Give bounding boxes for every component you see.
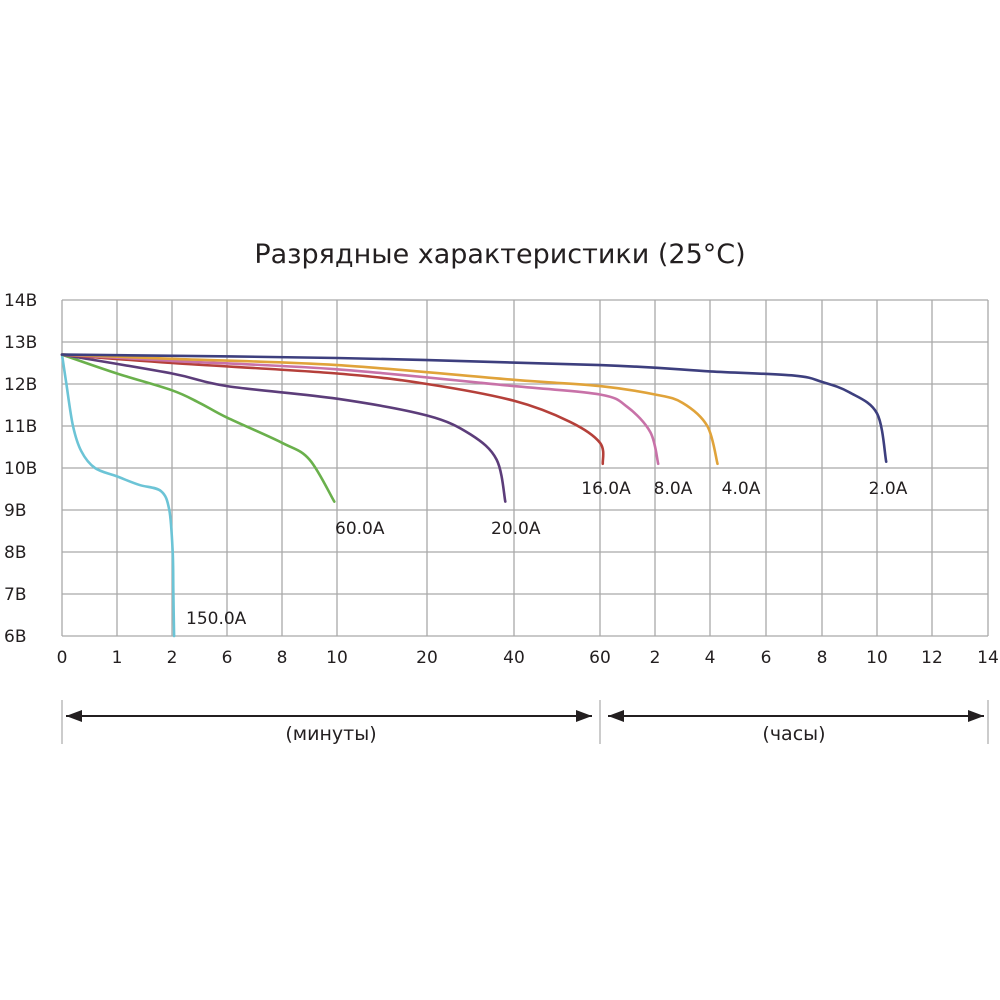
series-label: 16.0A bbox=[581, 479, 631, 499]
y-tick-label: 14В bbox=[4, 291, 37, 311]
series-line-2.0A bbox=[60, 353, 888, 463]
x-tick-label: 2 bbox=[650, 648, 661, 668]
x-tick-label: 4 bbox=[705, 648, 716, 668]
series-line-60.0A bbox=[60, 353, 336, 503]
x-axis-ticks: 0 1 2 6 8 10 20 40 60 2 4 6 8 10 12 14 bbox=[57, 648, 999, 668]
y-tick-label: 12В bbox=[4, 375, 37, 395]
y-axis-ticks: 14В 13В 12В 11В 10В 9В 8В 7В 6В bbox=[4, 291, 37, 647]
hours-label: (часы) bbox=[762, 723, 825, 745]
y-tick-label: 10В bbox=[4, 459, 37, 479]
y-tick-label: 11В bbox=[4, 417, 37, 437]
chart-grid bbox=[61, 299, 989, 637]
series-label: 20.0A bbox=[491, 519, 541, 539]
x-tick-label: 12 bbox=[921, 648, 943, 668]
x-tick-label: 10 bbox=[326, 648, 348, 668]
x-tick-label: 0 bbox=[57, 648, 68, 668]
arrow-left-icon bbox=[66, 710, 82, 722]
series-lines bbox=[60, 353, 888, 638]
x-tick-label: 6 bbox=[761, 648, 772, 668]
x-tick-label: 40 bbox=[503, 648, 525, 668]
y-tick-label: 7В bbox=[4, 585, 26, 605]
minutes-label: (минуты) bbox=[285, 723, 376, 745]
x-tick-label: 14 bbox=[977, 648, 999, 668]
time-unit-bar: (минуты) (часы) bbox=[61, 700, 989, 745]
x-tick-label: 8 bbox=[277, 648, 288, 668]
y-tick-label: 13В bbox=[4, 333, 37, 353]
y-tick-label: 9В bbox=[4, 501, 26, 521]
series-line-8.0A bbox=[60, 353, 660, 466]
y-tick-label: 6В bbox=[4, 627, 26, 647]
x-tick-label: 10 bbox=[866, 648, 888, 668]
arrow-right-icon bbox=[968, 710, 984, 722]
x-tick-label: 8 bbox=[817, 648, 828, 668]
series-line-4.0A bbox=[60, 353, 719, 466]
series-label: 2.0A bbox=[869, 479, 908, 499]
series-label: 150.0A bbox=[186, 609, 247, 629]
series-label: 8.0A bbox=[654, 479, 693, 499]
x-tick-label: 1 bbox=[112, 648, 123, 668]
arrow-left-icon bbox=[608, 710, 624, 722]
x-tick-label: 60 bbox=[589, 648, 611, 668]
x-tick-label: 6 bbox=[222, 648, 233, 668]
series-line-16.0A bbox=[60, 353, 605, 466]
series-line-150.0A bbox=[60, 353, 176, 638]
x-tick-label: 20 bbox=[416, 648, 438, 668]
arrow-right-icon bbox=[576, 710, 592, 722]
series-line-20.0A bbox=[60, 353, 507, 503]
y-tick-label: 8В bbox=[4, 543, 26, 563]
series-label: 4.0A bbox=[722, 479, 761, 499]
chart-title: Разрядные характеристики (25°C) bbox=[254, 239, 745, 270]
x-tick-label: 2 bbox=[167, 648, 178, 668]
series-labels: 150.0A 60.0A 20.0A 16.0A 8.0A 4.0A 2.0A bbox=[186, 479, 908, 629]
series-label: 60.0A bbox=[335, 519, 385, 539]
